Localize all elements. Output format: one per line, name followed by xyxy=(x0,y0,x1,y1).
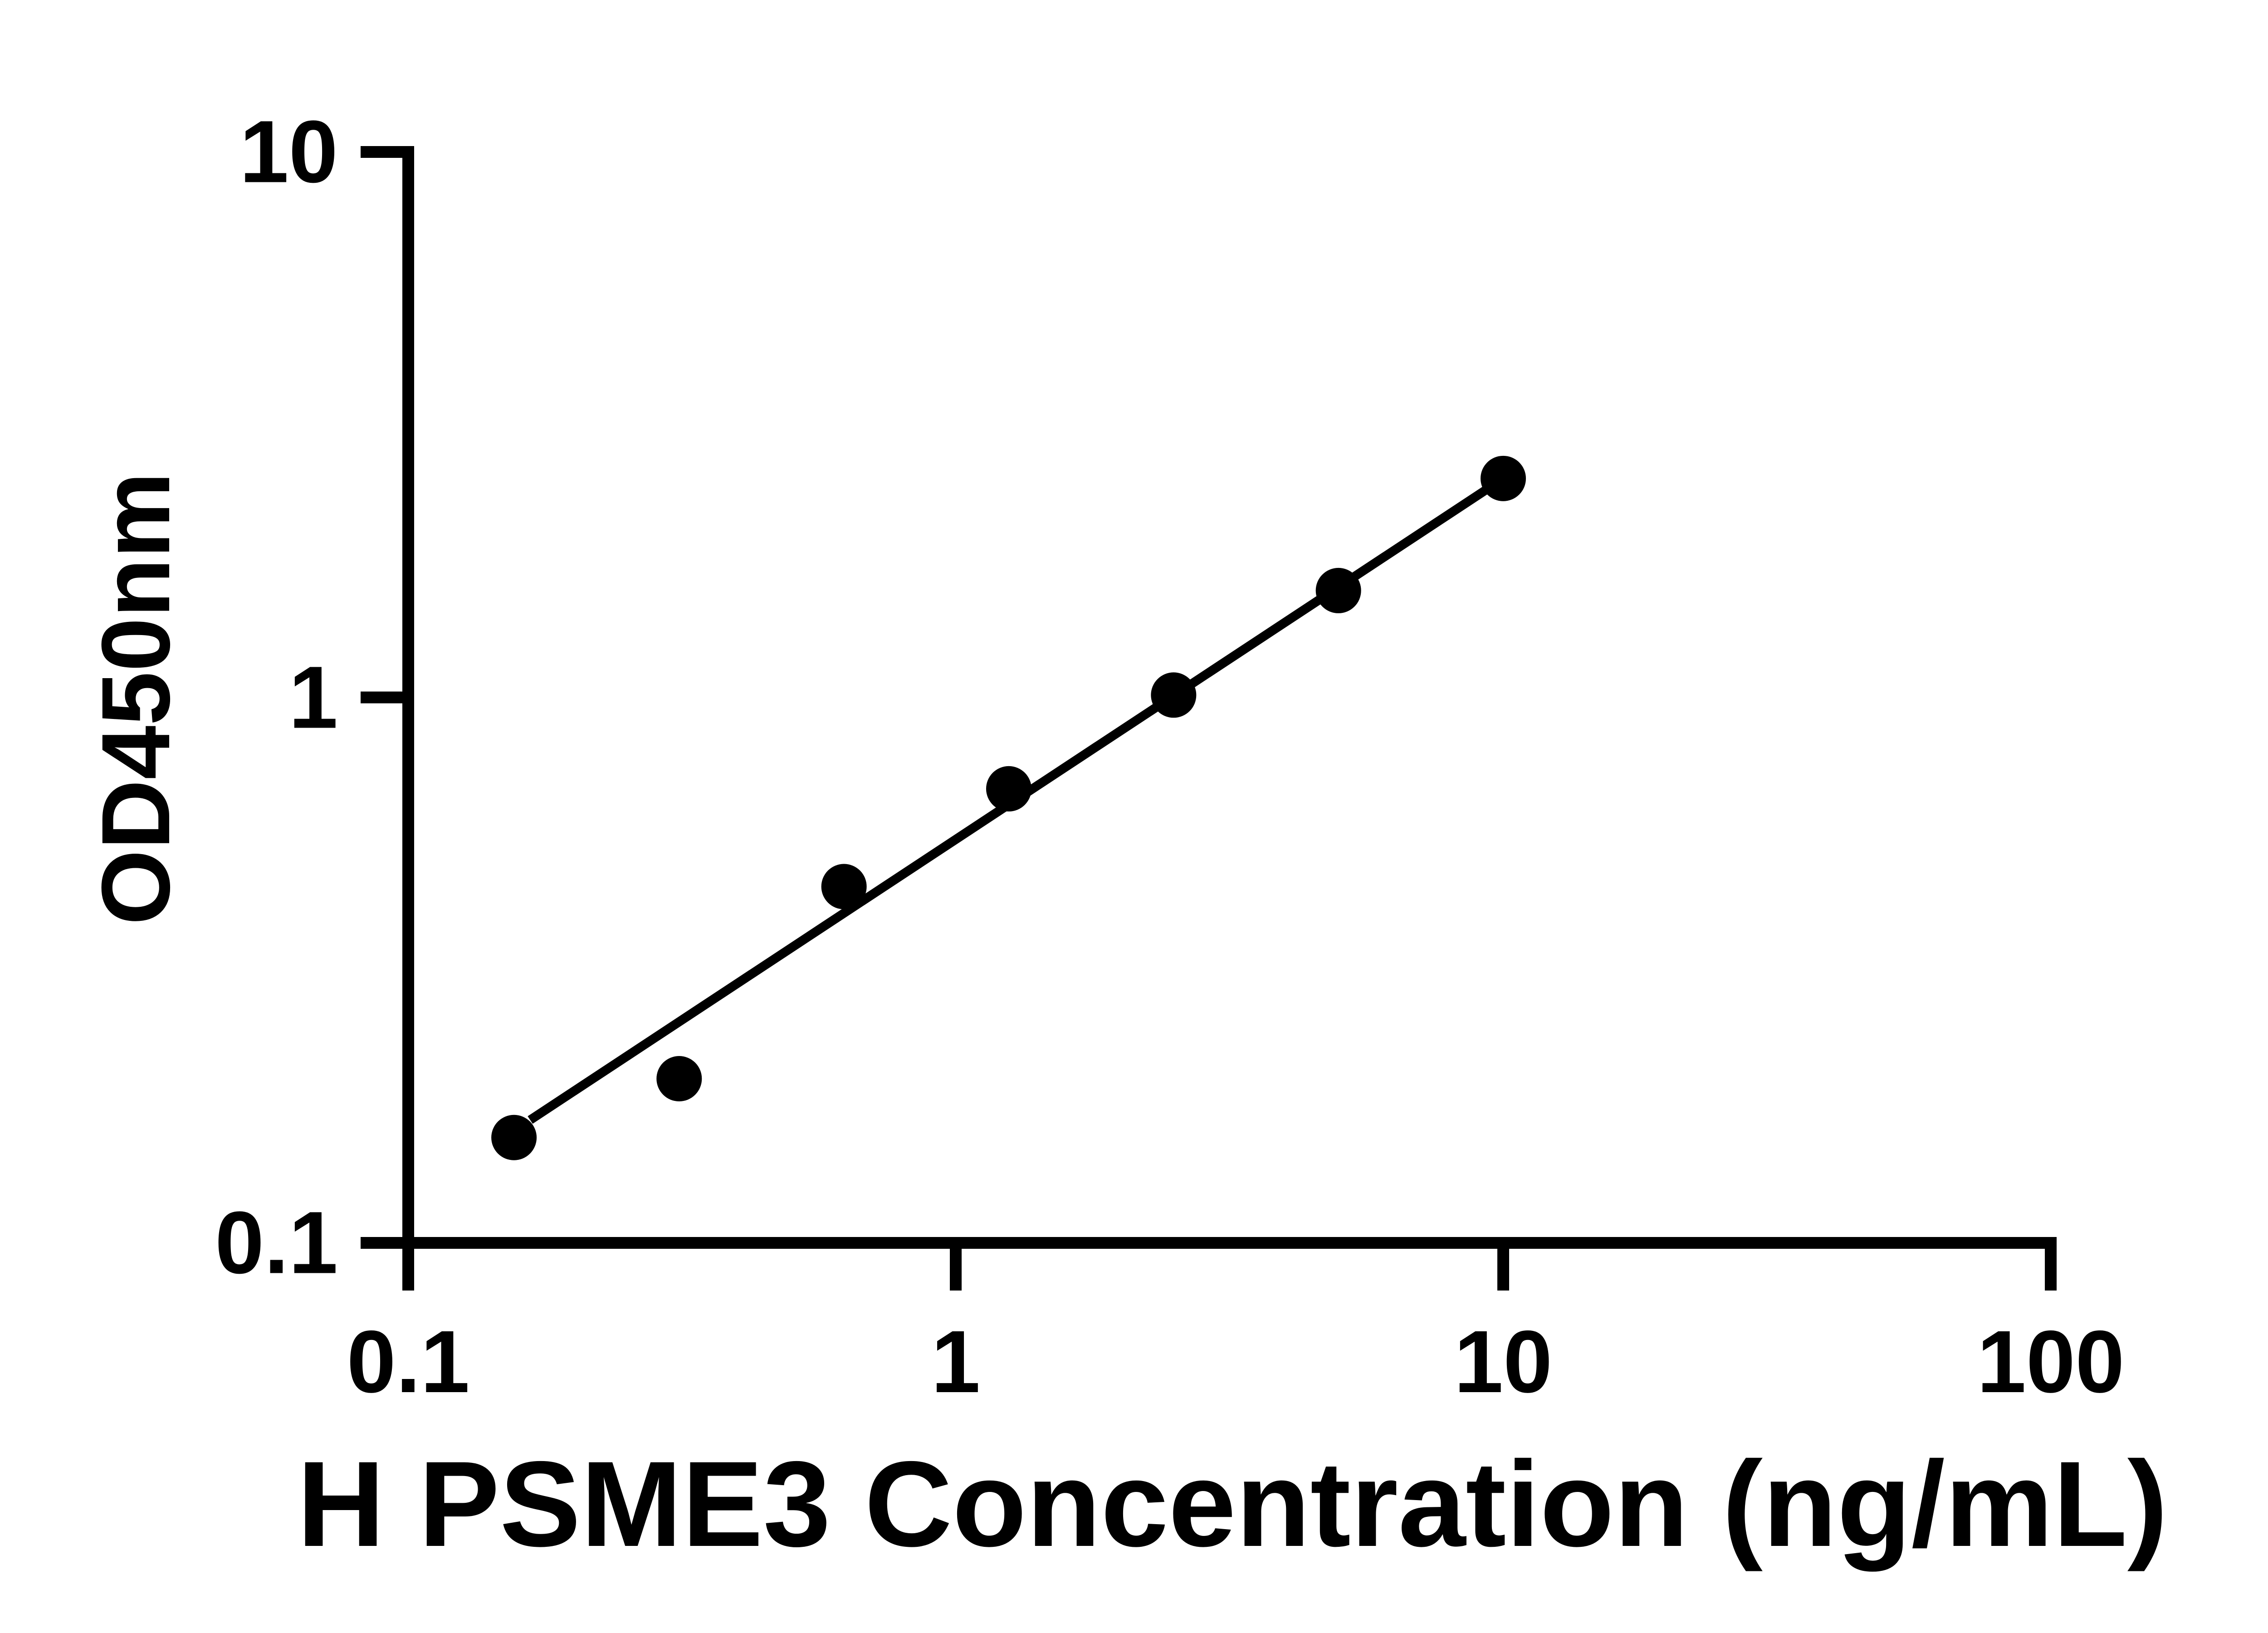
x-tick-label: 1 xyxy=(931,1312,981,1411)
data-point xyxy=(1315,567,1361,613)
data-point xyxy=(491,1115,537,1160)
x-tick-label: 10 xyxy=(1454,1312,1553,1411)
x-tick-label: 0.1 xyxy=(347,1312,470,1411)
data-point xyxy=(1151,672,1197,718)
data-point xyxy=(656,1056,702,1102)
y-tick-label: 1 xyxy=(288,648,338,747)
data-point xyxy=(821,864,867,909)
data-point xyxy=(986,766,1031,812)
x-tick-label: 100 xyxy=(1977,1312,2125,1411)
y-tick-label: 10 xyxy=(240,102,338,201)
x-axis-title: H PSME3 Concentration (ng/mL) xyxy=(297,1436,2168,1572)
data-point xyxy=(1481,455,1526,501)
y-tick-label: 0.1 xyxy=(215,1193,338,1292)
y-axis-title: OD450nm xyxy=(82,472,190,925)
